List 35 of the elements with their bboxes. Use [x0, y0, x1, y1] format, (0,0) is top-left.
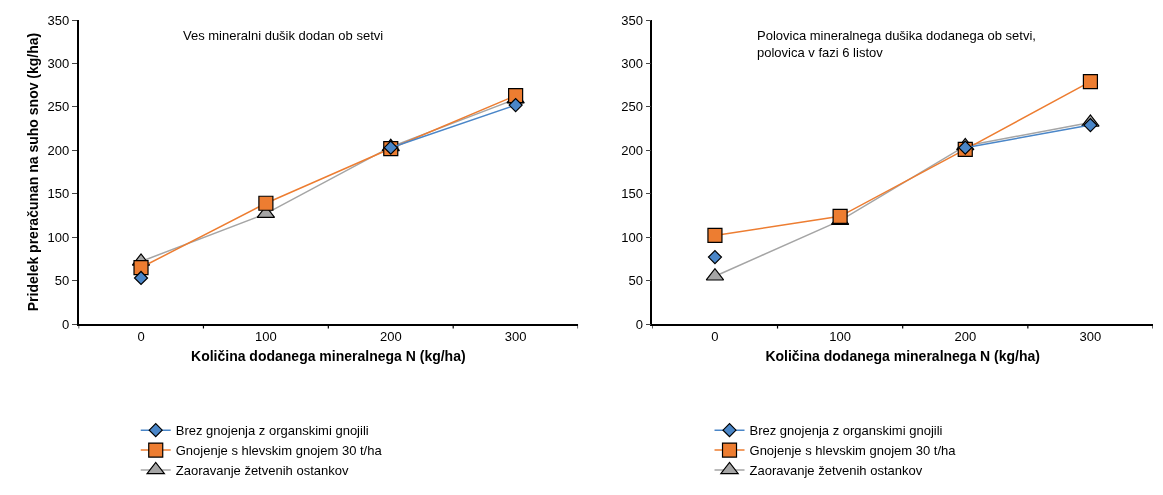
legend-label: Brez gnojenja z organskimi gnojili — [749, 423, 943, 439]
x-tick-label: 300 — [504, 329, 527, 345]
y-tick-label: 300 — [47, 55, 70, 71]
x-tick-label: 100 — [829, 329, 851, 345]
x-tick-label: 200 — [954, 329, 977, 345]
y-tick-label: 200 — [47, 142, 70, 158]
y-tick-label: 100 — [621, 229, 644, 245]
y-tick-label: 0 — [635, 316, 644, 332]
y-tick-label: 50 — [54, 273, 70, 289]
legend-label: Gnojenje s hlevskim gnojem 30 t/ha — [175, 443, 383, 459]
y-tick-label: 250 — [621, 99, 644, 115]
x-tick-label: 200 — [379, 329, 402, 345]
x-tick-label: 300 — [1079, 329, 1102, 345]
y-tick-label: 350 — [621, 12, 644, 28]
x-tick-label: 0 — [711, 329, 719, 345]
y-tick-label: 150 — [621, 186, 644, 202]
legend-label: Zaoravanje žetvenih ostankov — [175, 463, 349, 479]
x-axis-title: Količina dodanega mineralnega N (kg/ha) — [191, 348, 466, 365]
text: Polovica mineralnega dušika dodanega ob setvi, polovica v fazi 6 listov — [757, 28, 1036, 60]
x-tick-label: 100 — [255, 329, 277, 345]
x-axis-title: Količina dodanega mineralnega N (kg/ha) — [765, 348, 1040, 365]
y-tick-label: 50 — [628, 273, 644, 289]
y-tick-label: 0 — [62, 316, 70, 332]
y-tick-label: 250 — [47, 99, 70, 115]
legend-label: Brez gnojenja z organskimi gnojili — [175, 423, 369, 439]
y-axis-title: Pridelek preračunan na suho snov (kg/ha) — [24, 32, 41, 312]
y-tick-label: 150 — [47, 186, 70, 202]
x-tick-label: 0 — [137, 329, 145, 345]
text: Ves mineralni dušik dodan ob setvi — [183, 28, 384, 43]
legend-label: Gnojenje s hlevskim gnojem 30 t/ha — [749, 443, 957, 459]
y-tick-label: 350 — [47, 12, 70, 28]
y-tick-label: 100 — [47, 229, 70, 245]
y-tick-label: 300 — [621, 55, 644, 71]
legend-label: Zaoravanje žetvenih ostankov — [749, 463, 923, 479]
y-tick-label: 200 — [621, 142, 644, 158]
